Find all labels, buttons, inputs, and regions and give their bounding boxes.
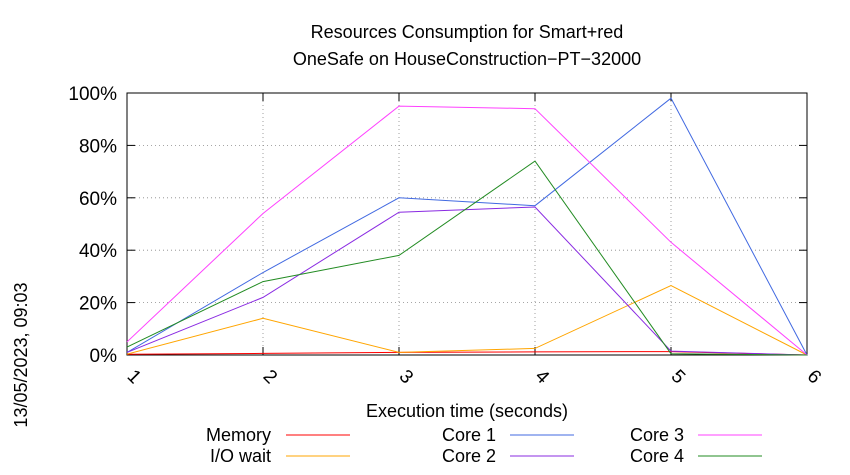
legend-label-core-3: Core 3 (630, 425, 684, 445)
timestamp-label: 13/05/2023, 09:03 (11, 282, 31, 427)
x-axis-label: Execution time (seconds) (366, 401, 568, 421)
grid (127, 93, 807, 355)
legend-label-core-4: Core 4 (630, 446, 684, 466)
series-lines (126, 97, 808, 356)
plot-frame (126, 92, 808, 356)
series-line-core-1 (126, 97, 808, 356)
legend-label-memory: Memory (206, 425, 271, 445)
y-tick-label: 0% (90, 346, 118, 367)
y-axis: 0% 20% 40% 60% 80% 100% (68, 84, 807, 367)
chart-title: Resources Consumption for Smart+red (311, 22, 624, 42)
x-tick-label: 6 (803, 366, 825, 388)
legend-label-i-o-wait: I/O wait (210, 446, 271, 466)
chart-subtitle: OneSafe on HouseConstruction−PT−32000 (293, 49, 641, 69)
x-tick-label: 1 (123, 366, 145, 388)
y-tick-label: 60% (79, 189, 117, 210)
y-tick-label: 80% (79, 136, 117, 157)
series-line-i-o-wait (126, 285, 808, 356)
y-tick-label: 100% (68, 84, 117, 105)
y-tick-label: 40% (79, 241, 117, 262)
legend-label-core-2: Core 2 (442, 446, 496, 466)
series-line-core-2 (126, 206, 808, 356)
y-tick-label: 20% (79, 294, 117, 315)
x-tick-label: 2 (259, 366, 281, 388)
series-line-core-3 (126, 105, 808, 356)
x-tick-label: 4 (531, 366, 554, 389)
legend-label-core-1: Core 1 (442, 425, 496, 445)
x-axis: 1 2 3 4 5 6 (123, 93, 825, 389)
x-tick-label: 3 (395, 366, 417, 388)
series-line-core-4 (126, 160, 808, 356)
x-tick-label: 5 (667, 366, 689, 388)
